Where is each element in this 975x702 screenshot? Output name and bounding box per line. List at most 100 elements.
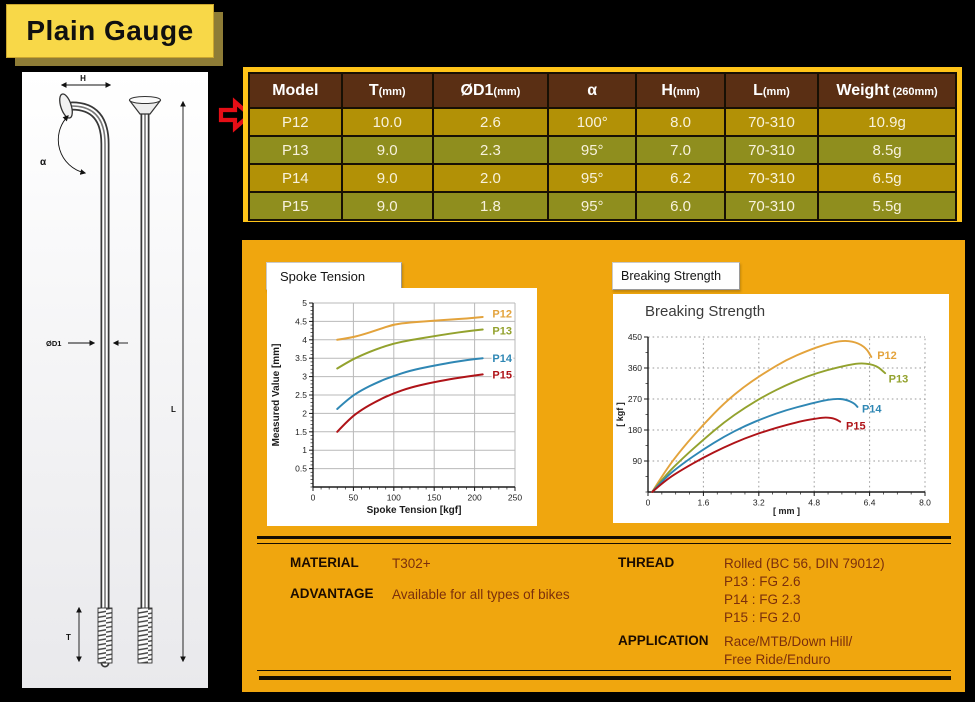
svg-text:P13: P13 — [492, 326, 512, 338]
spec-cell: 9.0 — [340, 135, 434, 165]
svg-text:2.5: 2.5 — [295, 390, 307, 400]
spec-cell: 2.0 — [431, 163, 550, 193]
spec-cell: 9.0 — [340, 163, 434, 193]
svg-text:100: 100 — [387, 492, 401, 502]
red-arrow-icon — [218, 97, 254, 133]
application-value: Race/MTB/Down Hill/ Free Ride/Enduro — [724, 634, 853, 667]
svg-text:Breaking Strength: Breaking Strength — [645, 303, 765, 320]
spec-cell: P12 — [248, 107, 343, 137]
spoke-tension-chart-box: 0 50 100 150 200 250 0.5 1 1.5 2 2.5 3 3.5 4 4.5 5 Spoke… — [267, 288, 537, 526]
spoke-tension-chart: 0 50 100 150 200 250 0.5 1 1.5 2 2.5 3 3.5 4 4.5 5 Spoke… — [271, 298, 522, 516]
spec-cell: P14 — [248, 163, 343, 193]
svg-text:P12: P12 — [877, 350, 897, 362]
col-header-t: T(mm) — [340, 72, 434, 109]
divider — [259, 676, 951, 680]
dim-t-label: T — [66, 633, 71, 642]
dim-d1-label: ØD1 — [46, 339, 61, 348]
svg-text:180: 180 — [628, 425, 642, 435]
svg-text:450: 450 — [628, 332, 642, 342]
svg-text:8.0: 8.0 — [919, 497, 931, 507]
breaking-strength-chart: 0 1.6 3.2 4.8 6.4 8.0 90 180 270 360 450 [ mm ] [ kg… — [615, 303, 931, 516]
spec-cell: 70-310 — [723, 191, 820, 221]
col-header-weight: Weight (260mm) — [817, 72, 957, 109]
thread-value: Rolled (BC 56, DIN 79012) P13 : FG 2.6 P… — [724, 556, 885, 625]
dim-alpha-arc — [57, 115, 87, 175]
spoke-diagram-panel: H α ØD1 L T — [22, 72, 208, 688]
page-title-text: Plain Gauge — [26, 15, 194, 46]
dim-alpha-label: α — [40, 157, 47, 168]
spec-cell: 6.0 — [635, 191, 726, 221]
svg-text:1.5: 1.5 — [295, 427, 307, 437]
svg-text:1: 1 — [302, 445, 307, 455]
spec-cell: P15 — [248, 191, 343, 221]
svg-text:0: 0 — [646, 497, 651, 507]
breaking-strength-chart-box: 0 1.6 3.2 4.8 6.4 8.0 90 180 270 360 450 [ mm ] [ kg… — [613, 294, 949, 523]
dim-h-label: H — [80, 74, 86, 83]
spec-header-row: Model T(mm) ØD1(mm) α H(mm) L(mm) Weight… — [248, 72, 957, 109]
svg-text:4: 4 — [302, 335, 307, 345]
page-title: Plain Gauge — [6, 4, 214, 58]
spec-cell: 10.0 — [340, 107, 434, 137]
spec-cell: 5.5g — [817, 191, 957, 221]
spec-cell: 6.5g — [817, 163, 957, 193]
spec-cell: P13 — [248, 135, 343, 165]
col-header-model: Model — [248, 72, 343, 109]
svg-text:P14: P14 — [492, 353, 512, 365]
spec-cell: 8.0 — [635, 107, 726, 137]
col-header-l: L(mm) — [723, 72, 820, 109]
svg-text:Measured Value [mm]: Measured Value [mm] — [271, 344, 282, 447]
spec-cell: 100° — [547, 107, 638, 137]
svg-text:P15: P15 — [846, 421, 866, 433]
svg-text:P13: P13 — [889, 373, 909, 385]
svg-text:0.5: 0.5 — [295, 464, 307, 474]
svg-text:1.6: 1.6 — [697, 497, 709, 507]
svg-text:4.5: 4.5 — [295, 316, 307, 326]
svg-text:3.2: 3.2 — [753, 497, 765, 507]
spec-cell: 8.5g — [817, 135, 957, 165]
spoke-tension-label: Spoke Tension — [266, 262, 402, 290]
svg-text:270: 270 — [628, 394, 642, 404]
svg-text:200: 200 — [468, 492, 482, 502]
spec-row-p13: P13 9.0 2.3 95° 7.0 70-310 8.5g — [248, 135, 957, 165]
svg-text:2: 2 — [302, 408, 307, 418]
svg-text:90: 90 — [633, 456, 643, 466]
svg-text:P15: P15 — [492, 369, 512, 381]
dim-l-label: L — [171, 405, 176, 414]
straight-spoke — [128, 95, 162, 663]
svg-text:3: 3 — [302, 372, 307, 382]
spec-cell: 6.2 — [635, 163, 726, 193]
svg-text:3.5: 3.5 — [295, 353, 307, 363]
spec-cell: 7.0 — [635, 135, 726, 165]
svg-text:P12: P12 — [492, 308, 512, 320]
spec-cell: 70-310 — [723, 135, 820, 165]
spec-cell: 95° — [547, 191, 638, 221]
svg-text:4.8: 4.8 — [808, 497, 820, 507]
col-header-alpha: α — [547, 72, 638, 109]
svg-text:[ kgf ]: [ kgf ] — [615, 402, 625, 427]
svg-text:150: 150 — [427, 492, 441, 502]
svg-text:250: 250 — [508, 492, 522, 502]
svg-text:5: 5 — [302, 298, 307, 308]
thread-section-right — [137, 607, 153, 664]
spec-cell: 70-310 — [723, 107, 820, 137]
svg-text:360: 360 — [628, 363, 642, 373]
spec-table: Model T(mm) ØD1(mm) α H(mm) L(mm) Weight… — [248, 72, 957, 221]
advantage-label: ADVANTAGE — [290, 586, 374, 601]
application-label: APPLICATION — [618, 633, 709, 648]
j-bend-spoke — [59, 93, 110, 668]
svg-text:50: 50 — [349, 492, 359, 502]
spec-cell: 9.0 — [340, 191, 434, 221]
thread-section-left — [97, 607, 113, 664]
spoke-diagram-drawing: H α ØD1 L T — [40, 74, 186, 668]
spec-row-p12: P12 10.0 2.6 100° 8.0 70-310 10.9g — [248, 107, 957, 137]
col-header-d1: ØD1(mm) — [431, 72, 550, 109]
spec-cell: 10.9g — [817, 107, 957, 137]
svg-text:6.4: 6.4 — [864, 497, 876, 507]
spec-cell: 1.8 — [431, 191, 550, 221]
breaking-strength-label: Breaking Strength — [612, 262, 740, 290]
thread-label: THREAD — [618, 555, 675, 570]
spec-row-p14: P14 9.0 2.0 95° 6.2 70-310 6.5g — [248, 163, 957, 193]
advantage-value: Available for all types of bikes — [392, 587, 570, 602]
dimension-lines — [57, 82, 186, 663]
